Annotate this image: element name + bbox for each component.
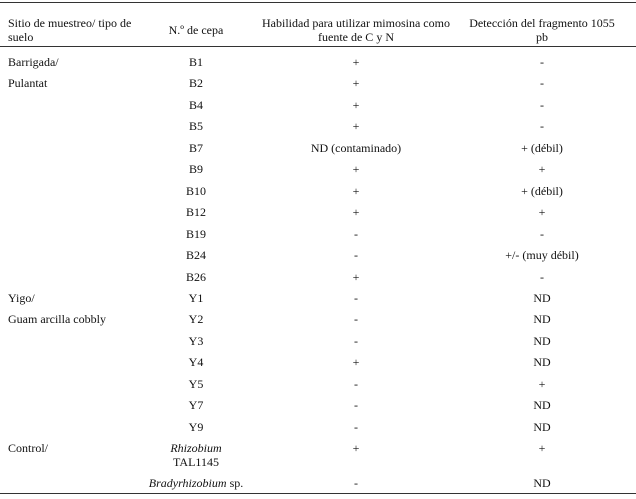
- strain: B1: [188, 55, 203, 69]
- detection: -: [540, 119, 544, 134]
- bottom-rule: [0, 493, 636, 494]
- strain: B4: [188, 97, 203, 112]
- site: Guam arcilla cobbly: [8, 312, 106, 327]
- ability: +: [352, 76, 360, 91]
- detection: + (débil): [521, 183, 563, 198]
- detection: +: [538, 376, 546, 391]
- ability: +: [352, 55, 360, 69]
- ability: ND (contaminado): [310, 140, 402, 155]
- strain: Y4: [188, 355, 204, 370]
- detection: -: [540, 55, 544, 69]
- ability: -: [354, 248, 358, 263]
- detection: ND: [533, 419, 551, 434]
- ability: +: [352, 355, 360, 370]
- ability: +: [352, 205, 360, 220]
- strain: B9: [188, 162, 203, 177]
- ability: -: [354, 398, 358, 413]
- top-rule: [0, 2, 636, 3]
- strain: B7: [188, 140, 203, 155]
- ability: +: [352, 97, 360, 112]
- detection: ND: [533, 312, 551, 327]
- detection: ND: [533, 476, 551, 490]
- detection: ND: [533, 398, 551, 413]
- strain: B19: [185, 226, 206, 241]
- ability: +: [352, 441, 360, 456]
- site: Barrigada/: [8, 55, 59, 69]
- strain: B10: [185, 183, 206, 198]
- ability: -: [354, 290, 358, 305]
- strain: B2: [188, 76, 203, 91]
- ability: +: [352, 162, 360, 177]
- detection: ND: [533, 290, 551, 305]
- detection: -: [540, 76, 544, 91]
- ability: -: [354, 419, 358, 434]
- ability: +: [352, 183, 360, 198]
- strain-genus: Rhizobium: [170, 441, 222, 456]
- strain: Bradyrhizobium sp.: [136, 476, 256, 490]
- detection: + (débil): [521, 140, 563, 155]
- ability: -: [354, 312, 358, 327]
- strain: Y9: [188, 419, 204, 434]
- site: Yigo/: [8, 290, 35, 305]
- ability: -: [354, 376, 358, 391]
- strain: Rhizobium TAL1145: [136, 441, 256, 469]
- strain-genus: Bradyrhizobium: [148, 476, 227, 490]
- detection: +: [538, 162, 546, 177]
- strain: Y3: [188, 333, 204, 348]
- header-site: Sitio de muestreo/ tipo de suelo: [8, 16, 132, 44]
- header-rule: [0, 46, 636, 47]
- strain: B12: [185, 205, 206, 220]
- detection: +: [538, 205, 546, 220]
- detection: -: [540, 226, 544, 241]
- strain: Y5: [188, 376, 204, 391]
- strain: B24: [185, 248, 206, 263]
- detection: +: [538, 441, 546, 456]
- strain: Y7: [188, 398, 204, 413]
- strain: B26: [185, 269, 206, 284]
- header-ability: Habilidad para utilizar mimosina como fu…: [262, 16, 450, 44]
- strain: B5: [188, 119, 203, 134]
- ability: -: [354, 476, 358, 490]
- ability: +: [352, 119, 360, 134]
- detection: +/- (muy débil): [505, 248, 579, 263]
- detection: ND: [533, 355, 551, 370]
- ability: -: [354, 333, 358, 348]
- site: Control/: [8, 441, 49, 456]
- header-detection: Detección del fragmento 1055 pb: [469, 16, 615, 44]
- detection: ND: [533, 333, 551, 348]
- strain-name: TAL1145: [173, 455, 219, 470]
- ability: +: [352, 269, 360, 284]
- detection: -: [540, 97, 544, 112]
- strain: Y1: [188, 290, 204, 305]
- strain: Y2: [188, 312, 204, 327]
- strain-name: sp.: [229, 476, 244, 490]
- header-strain: N.º de cepa: [168, 23, 224, 37]
- site: Pulantat: [8, 76, 48, 91]
- ability: -: [354, 226, 358, 241]
- detection: -: [540, 269, 544, 284]
